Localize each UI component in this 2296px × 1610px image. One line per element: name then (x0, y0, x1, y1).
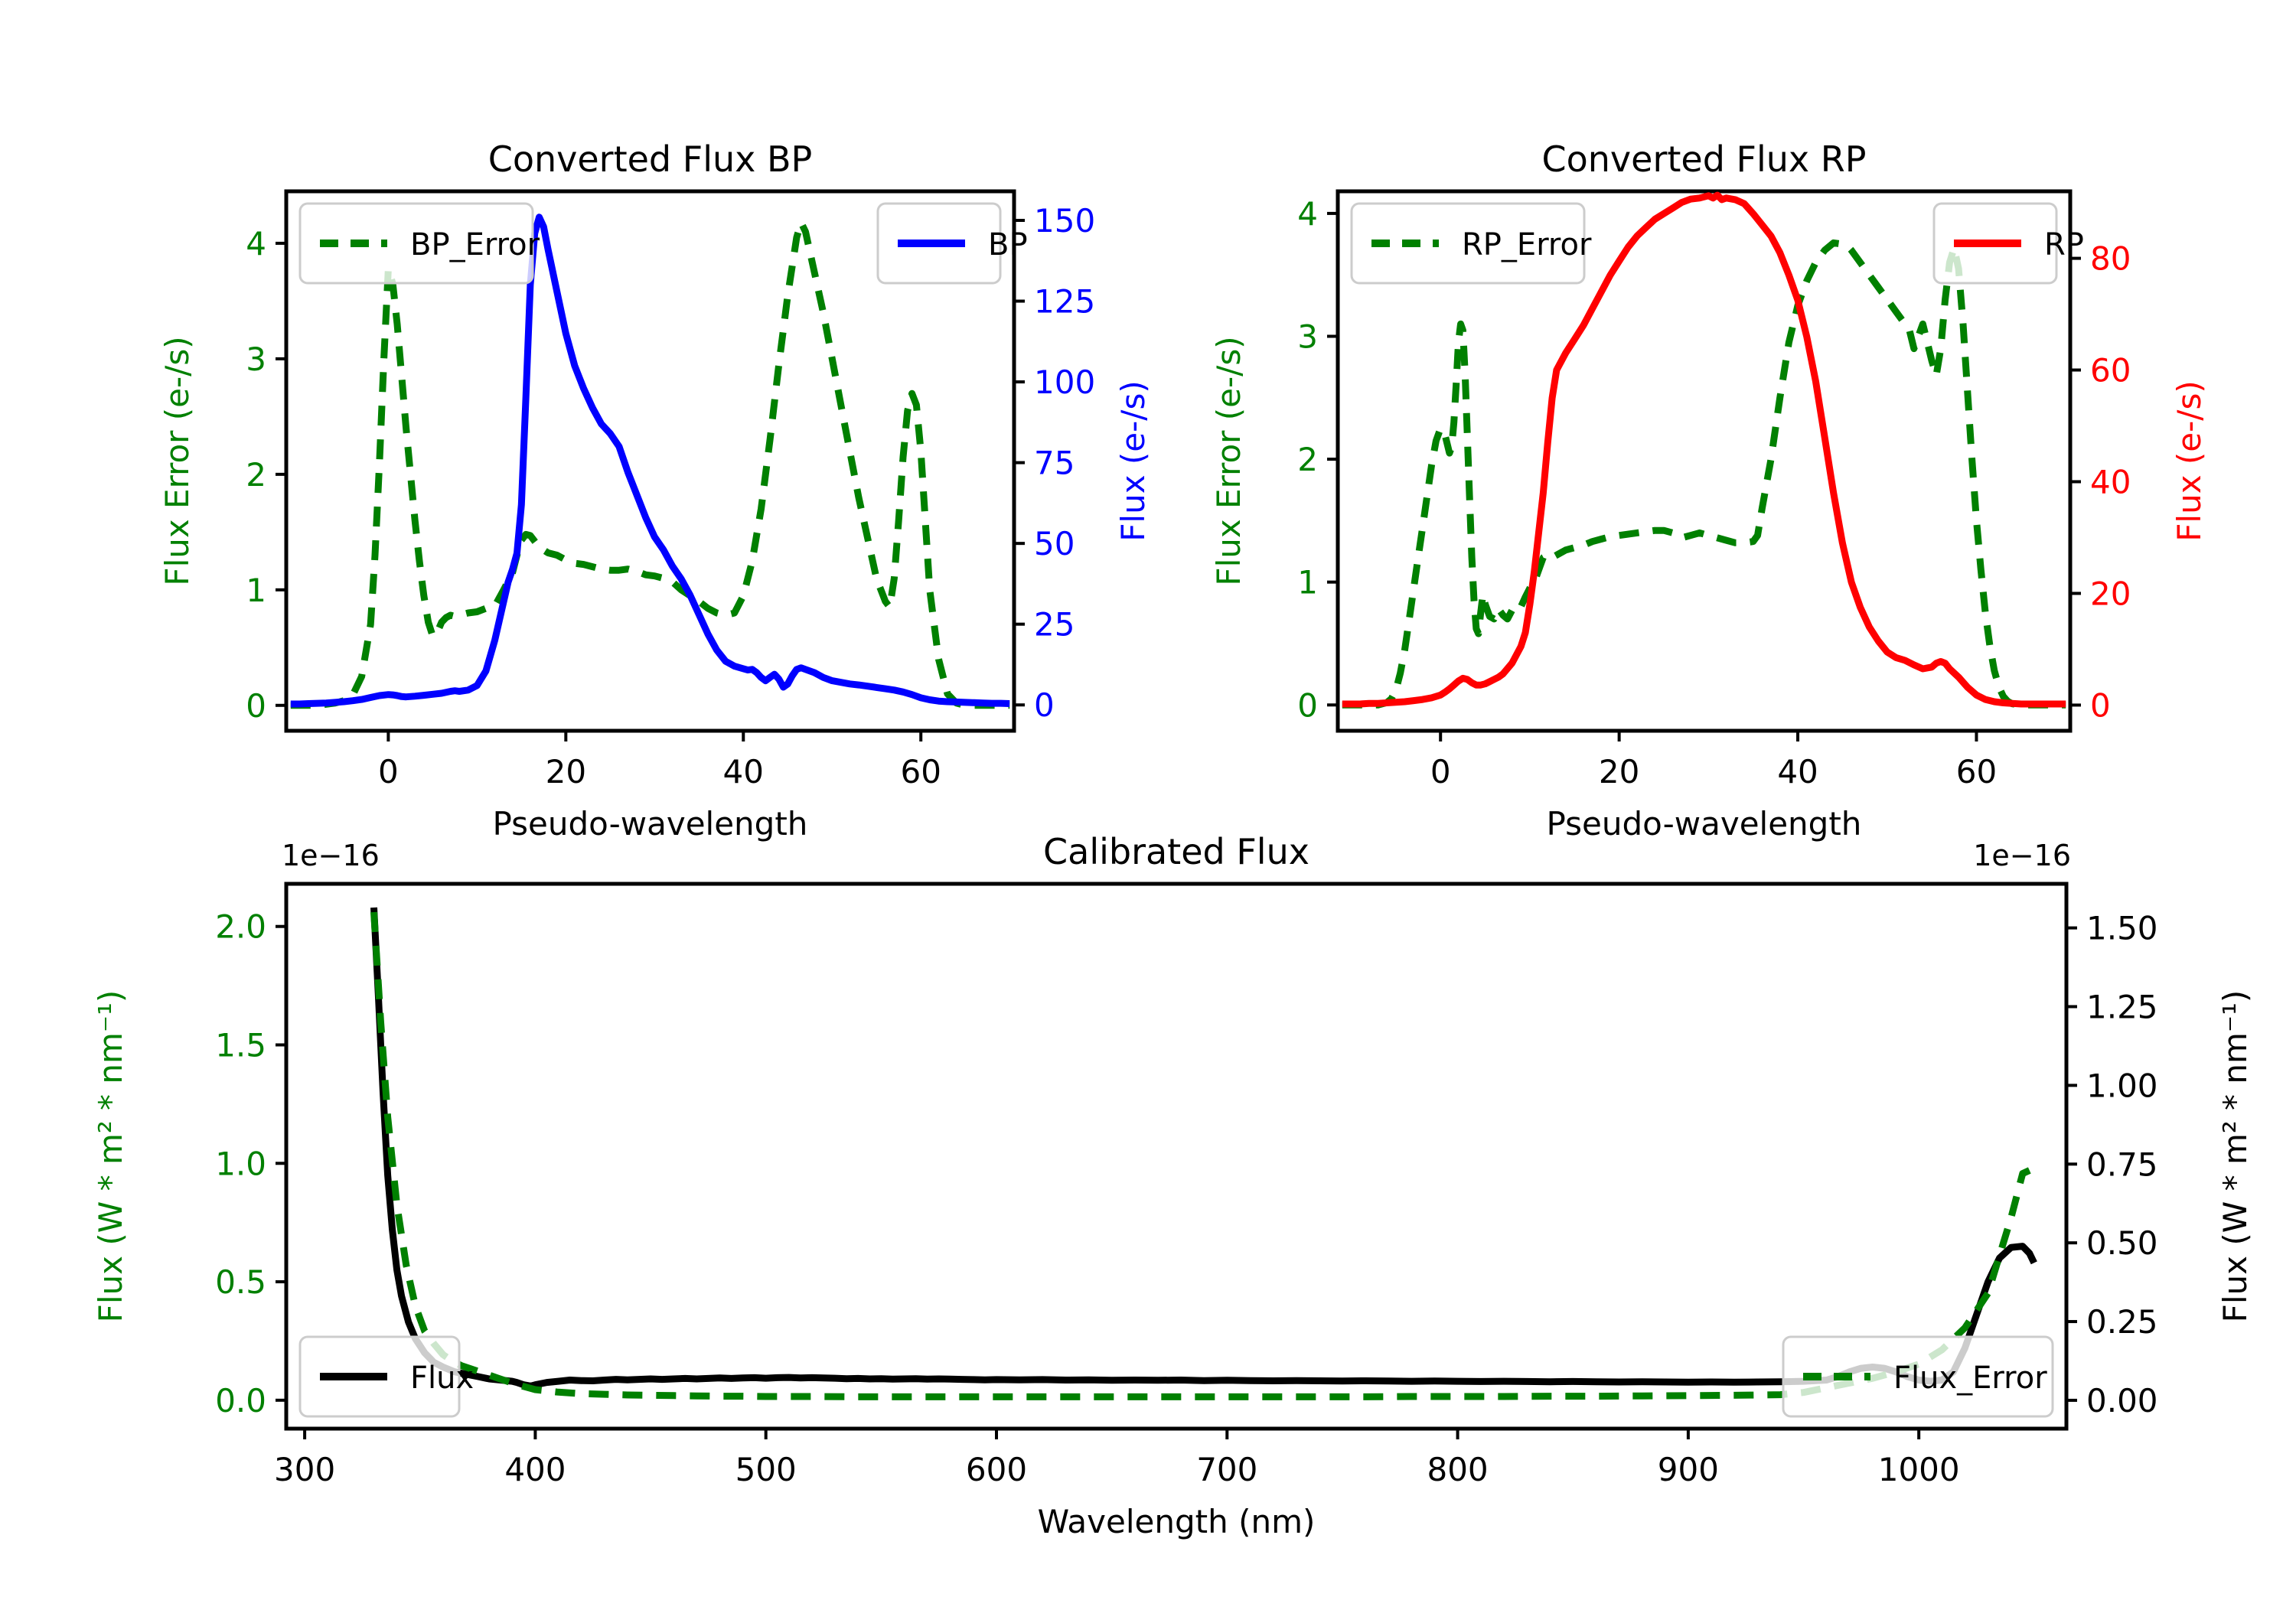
x-tick-label: 600 (966, 1451, 1027, 1488)
axes-frame (284, 189, 1016, 733)
y-right-tick-label: 0 (1034, 686, 1055, 724)
x-tick-label: 0 (1430, 753, 1451, 790)
x-tick-label: 60 (1956, 753, 1997, 790)
y-right-tick-label: 0.75 (2086, 1146, 2158, 1183)
x-tick-label: 20 (546, 753, 586, 790)
y-left-tick-label: 2 (1297, 441, 1318, 478)
legend-rp[interactable]: RP (1932, 202, 2084, 285)
y-right-tick-label: 1.00 (2086, 1067, 2158, 1104)
y-right-tick-label: 125 (1034, 283, 1095, 321)
panel-converted-flux-rp: 0 20 40 60 Pseudo-wavelength 0 1 2 3 4 Flux Error … (1210, 139, 2208, 842)
y-right-tick-label: 0.00 (2086, 1382, 2158, 1419)
x-tick-label: 500 (735, 1451, 797, 1488)
legend-label: RP (2044, 227, 2084, 262)
y-left-tick-label: 0.0 (215, 1382, 266, 1419)
x-tick-label: 900 (1658, 1451, 1719, 1488)
series-flux_error (370, 911, 2031, 1400)
legend-bp_error[interactable]: BP_Error (298, 202, 540, 285)
y-right-tick-label: 75 (1034, 445, 1075, 482)
x-axis-label: Pseudo-wavelength (1547, 805, 1862, 842)
y-left-tick-label: 3 (246, 341, 266, 378)
axes-frame (1336, 189, 2073, 733)
x-tick-label: 0 (378, 753, 399, 790)
y-left-axis-label: Flux Error (e-/s) (1210, 336, 1247, 585)
x-tick-label: 300 (274, 1451, 335, 1488)
y-left-tick-label: 0 (246, 687, 266, 725)
y-right-tick-label: 1.25 (2086, 989, 2158, 1026)
y-right-tick-label: 80 (2090, 240, 2131, 278)
x-axis-label: Pseudo-wavelength (493, 805, 808, 842)
y-right-tick-label: 50 (1034, 525, 1075, 562)
y-right-tick-label: 150 (1034, 202, 1095, 240)
x-axis-label: Wavelength (nm) (1038, 1503, 1316, 1540)
x-tick-label: 60 (900, 753, 941, 790)
y-right-axis-label: Flux (e-/s) (1114, 380, 1152, 541)
y-right-tick-label: 0.25 (2086, 1303, 2158, 1341)
y-right-tick-label: 40 (2090, 464, 2131, 501)
y-left-tick-label: 4 (246, 225, 266, 262)
y-left-tick-label: 1.0 (215, 1145, 266, 1182)
series-bp_error (290, 219, 1010, 709)
y-left-tick-label: 1.5 (215, 1027, 266, 1064)
y-left-axis-label: Flux (W * m² * nm⁻¹) (92, 990, 129, 1323)
y-right-tick-label: 100 (1034, 363, 1095, 401)
y-left-tick-label: 2 (246, 456, 266, 494)
y-left-tick-label: 1 (246, 572, 266, 609)
y-left-tick-label: 3 (1297, 318, 1318, 355)
x-tick-label: 40 (1777, 753, 1818, 790)
legend-label: Flux_Error (1893, 1361, 2047, 1396)
series-rp_error (1342, 239, 2066, 709)
legend-label: RP_Error (1462, 227, 1592, 262)
y-right-axis-label: Flux (W * m² * nm⁻¹) (2216, 990, 2254, 1323)
y-right-axis-label: Flux (e-/s) (2170, 380, 2208, 541)
panel-title: Converted Flux RP (1542, 139, 1867, 180)
legend-label: Flux (410, 1361, 474, 1396)
legend-bp[interactable]: BP (876, 202, 1028, 285)
y-right-tick-label: 0 (2090, 686, 2111, 724)
y-right-tick-label: 20 (2090, 575, 2131, 612)
panel-converted-flux-bp: 0 20 40 60 Pseudo-wavelength 0 1 2 3 4 Flux Error … (158, 139, 1152, 842)
y-right-offset-label: 1e−16 (1973, 839, 2071, 872)
x-tick-label: 800 (1427, 1451, 1488, 1488)
panel-title: Converted Flux BP (488, 139, 813, 180)
legend-box (298, 202, 534, 285)
legend-box (1782, 1335, 2054, 1418)
legend-label: BP_Error (410, 227, 540, 262)
y-right-tick-label: 0.50 (2086, 1224, 2158, 1262)
x-tick-label: 20 (1599, 753, 1639, 790)
x-tick-label: 40 (723, 753, 764, 790)
y-right-tick-label: 25 (1034, 606, 1075, 644)
legend-box (1350, 202, 1586, 285)
x-tick-label: 1000 (1878, 1451, 1960, 1488)
legend-label: BP (988, 227, 1028, 262)
legend-rp_error[interactable]: RP_Error (1350, 202, 1592, 285)
x-tick-label: 400 (504, 1451, 566, 1488)
panel-calibrated-flux: 300 400 500 600 700 800 900 1000 Wavelength (nm)… (92, 831, 2254, 1540)
series-rp (1342, 191, 2066, 708)
y-left-tick-label: 2.0 (215, 908, 266, 946)
panel-title: Calibrated Flux (1043, 831, 1309, 872)
axes-frame (284, 882, 2069, 1431)
series-flux (370, 907, 2037, 1390)
y-left-offset-label: 1e−16 (282, 839, 380, 872)
y-left-tick-label: 0 (1297, 686, 1318, 724)
y-right-tick-label: 1.50 (2086, 910, 2158, 947)
y-left-tick-label: 0.5 (215, 1263, 266, 1301)
y-right-tick-label: 60 (2090, 352, 2131, 389)
y-left-tick-label: 4 (1297, 195, 1318, 233)
x-tick-label: 700 (1196, 1451, 1257, 1488)
y-left-tick-label: 1 (1297, 564, 1318, 601)
y-left-axis-label: Flux Error (e-/s) (158, 336, 196, 585)
legend-flux_error[interactable]: Flux_Error (1782, 1335, 2054, 1418)
series-bp (290, 213, 1010, 708)
legend-flux[interactable]: Flux (298, 1335, 474, 1418)
